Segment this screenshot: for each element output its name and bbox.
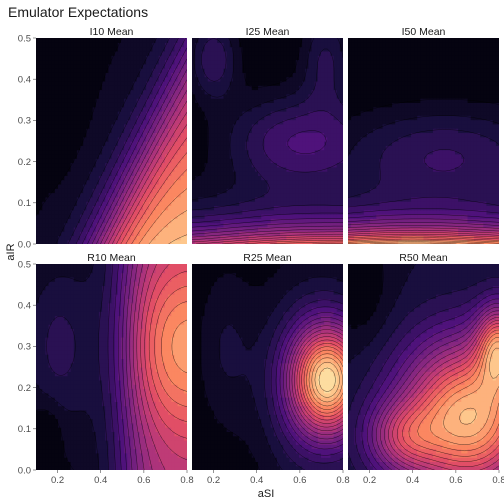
panel-strip: [348, 251, 499, 264]
panel-strip: [348, 25, 499, 38]
panel-title: I50 Mean: [402, 26, 446, 38]
chart-title: Emulator Expectations: [8, 4, 148, 20]
x-tick-label: 0.8: [492, 475, 504, 486]
panel-strip: [36, 251, 187, 264]
x-axis-label: aSI: [258, 488, 275, 500]
panel-r25-mean: R25 Mean: [192, 251, 343, 470]
contour-surface: [192, 264, 343, 470]
y-tick-label: 0.2: [18, 383, 31, 394]
x-tick-label: 0.4: [250, 475, 263, 486]
y-axis-label: aIR: [5, 243, 17, 260]
contour-lines: [192, 38, 343, 244]
y-tick-label: 0.2: [18, 157, 31, 168]
contour-lines: [348, 98, 499, 244]
y-tick-label: 0.3: [18, 116, 31, 127]
y-axis-ticks: 0.0 0.1 0.2 0.3 0.4 0.5 0.0 0.1 0.2 0.3 0.4 0.5: [18, 33, 36, 476]
contour-lines: [348, 264, 499, 470]
y-tick-label: 0.0: [18, 239, 31, 250]
contour-surface: [348, 38, 499, 244]
contour-surface: [36, 264, 187, 470]
x-tick-label: 0.2: [363, 475, 376, 486]
panel-r10-mean: R10 Mean: [36, 251, 187, 470]
x-tick-label: 0.6: [293, 475, 306, 486]
x-axis-ticks: 0.2 0.4 0.6 0.8 0.2 0.4 0.6 0.8 0.2 0.4 0.6 0.8: [51, 470, 504, 486]
panel-title: R10 Mean: [87, 252, 136, 264]
x-tick-label: 0.8: [336, 475, 349, 486]
panel-i25-mean: I25 Mean: [192, 25, 343, 244]
y-tick-label: 0.4: [18, 75, 31, 86]
contour-lines: [36, 264, 187, 470]
y-tick-label: 0.3: [18, 342, 31, 353]
x-tick-label: 0.8: [180, 475, 193, 486]
panel-title: I10 Mean: [90, 26, 134, 38]
x-tick-label: 0.6: [137, 475, 150, 486]
y-tick-label: 0.5: [18, 33, 31, 44]
contour-lines: [199, 264, 343, 470]
x-tick-label: 0.2: [207, 475, 220, 486]
x-tick-label: 0.2: [51, 475, 64, 486]
panel-i50-mean: I50 Mean: [348, 25, 499, 244]
y-tick-label: 0.1: [18, 424, 31, 435]
y-tick-label: 0.4: [18, 301, 31, 312]
panel-title: R50 Mean: [399, 252, 448, 264]
panel-title: I25 Mean: [246, 26, 290, 38]
y-tick-label: 0.0: [18, 465, 31, 476]
panel-strip: [192, 251, 343, 264]
y-tick-label: 0.5: [18, 259, 31, 270]
x-tick-label: 0.4: [94, 475, 107, 486]
contour-surface: [36, 38, 187, 244]
contour-surface: [348, 264, 499, 470]
x-tick-label: 0.6: [449, 475, 462, 486]
contour-lines: [36, 38, 187, 244]
panel-r50-mean: R50 Mean: [348, 251, 499, 470]
x-tick-label: 0.4: [406, 475, 419, 486]
y-tick-label: 0.1: [18, 198, 31, 209]
panel-i10-mean: I10 Mean: [36, 25, 187, 244]
panel-strip: [36, 25, 187, 38]
panel-strip: [192, 25, 343, 38]
panel-title: R25 Mean: [243, 252, 292, 264]
contour-surface: [192, 38, 343, 244]
panels: I10 Mean I25 Mean I50 Mean R10 Mean R25 Mean…: [36, 25, 499, 470]
